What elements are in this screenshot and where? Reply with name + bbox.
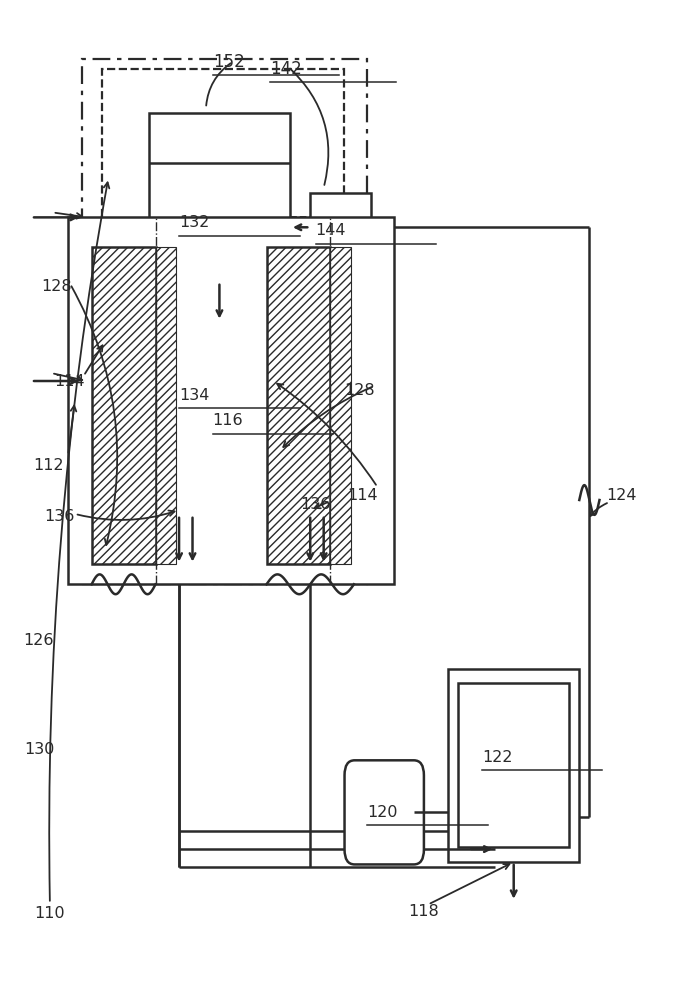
- Bar: [266, 247, 330, 564]
- Bar: [155, 217, 330, 584]
- Bar: [148, 113, 290, 282]
- Text: 152: 152: [212, 53, 244, 71]
- Text: 128: 128: [41, 279, 72, 294]
- Text: 124: 124: [606, 488, 637, 503]
- Bar: [448, 669, 580, 862]
- Bar: [148, 322, 290, 455]
- Text: 128: 128: [344, 383, 375, 398]
- Bar: [155, 247, 176, 564]
- Text: 134: 134: [179, 388, 210, 403]
- Text: 142: 142: [270, 60, 302, 78]
- Text: 136: 136: [44, 509, 75, 524]
- Text: 114: 114: [347, 488, 378, 503]
- Text: 110: 110: [35, 906, 65, 921]
- Text: 116: 116: [212, 413, 243, 428]
- Bar: [311, 193, 370, 262]
- Text: 118: 118: [408, 904, 439, 919]
- Bar: [92, 247, 155, 564]
- Bar: [330, 247, 351, 564]
- Text: 126: 126: [23, 633, 54, 648]
- Text: 120: 120: [368, 805, 398, 820]
- Text: 144: 144: [315, 223, 346, 238]
- Text: 122: 122: [481, 750, 512, 765]
- Bar: [82, 59, 368, 584]
- Bar: [101, 69, 344, 564]
- Text: 132: 132: [179, 215, 210, 230]
- Bar: [458, 683, 569, 847]
- Text: 130: 130: [25, 742, 54, 757]
- Text: 136: 136: [300, 497, 330, 512]
- Text: 114: 114: [54, 373, 85, 388]
- Text: 112: 112: [33, 458, 64, 473]
- FancyBboxPatch shape: [345, 760, 424, 864]
- Bar: [68, 217, 394, 584]
